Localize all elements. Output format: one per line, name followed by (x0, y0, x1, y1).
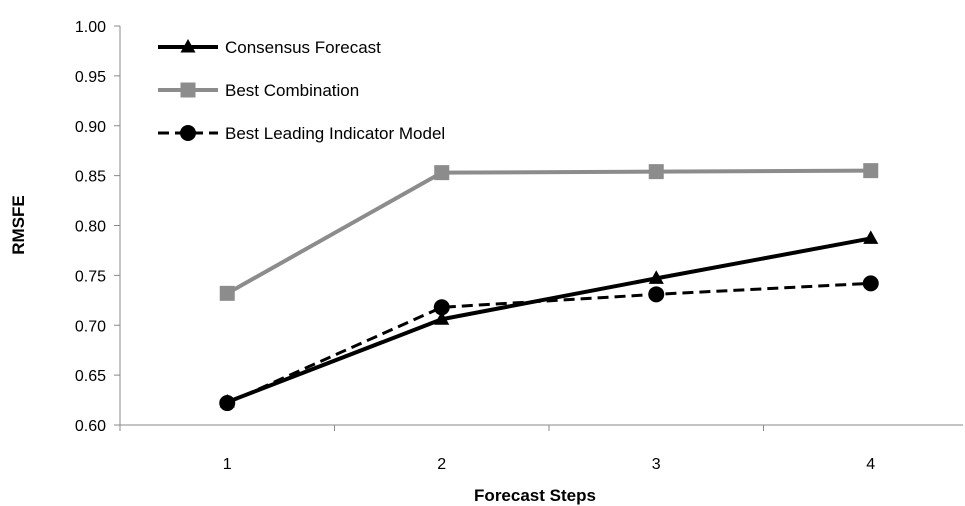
y-tick-label: 0.75 (75, 268, 106, 285)
axes: 0.60 0.65 0.70 0.75 0.80 0.85 0.90 0.95 1.00 1 2 3 4 (75, 19, 963, 473)
y-tick-label: 0.65 (75, 368, 106, 385)
x-tick-label: 3 (652, 456, 661, 473)
series-line (226, 168, 871, 296)
data-point (219, 285, 235, 301)
data-point (648, 164, 664, 180)
y-axis-title: RMSFE (9, 195, 28, 255)
legend-marker (180, 125, 196, 141)
series-best-leading-indicator-model (219, 275, 879, 412)
y-tick-label: 0.80 (75, 219, 106, 236)
data-point (863, 163, 879, 179)
y-tick-label: 0.70 (75, 318, 106, 335)
legend-item: Best Combination (158, 81, 359, 100)
legend-label: Consensus Forecast (225, 38, 381, 57)
y-tick-label: 0.95 (75, 69, 106, 86)
y-tick-label: 0.60 (75, 418, 106, 435)
series-line (226, 236, 872, 404)
legend-label: Best Combination (225, 81, 359, 100)
legend-label: Best Leading Indicator Model (225, 124, 445, 143)
data-point (863, 230, 879, 244)
series-line (226, 281, 871, 405)
x-tick-label: 1 (223, 456, 232, 473)
data-point (648, 286, 665, 303)
data-point (648, 270, 664, 284)
data-point (433, 299, 450, 316)
data-point (434, 311, 450, 325)
series-layer (219, 163, 879, 412)
y-tick-label: 0.85 (75, 169, 106, 186)
x-tick-label: 4 (866, 456, 875, 473)
y-tick-label: 0.90 (75, 119, 106, 136)
data-point (862, 275, 879, 292)
series-best-combination (219, 163, 879, 301)
data-point (219, 395, 236, 412)
legend-item: Best Leading Indicator Model (158, 124, 445, 143)
series-consensus-forecast (219, 230, 879, 408)
legend-item: Consensus Forecast (158, 38, 381, 57)
legend-marker (180, 38, 196, 53)
legend: Consensus Forecast Best Combination Best L… (158, 38, 445, 143)
x-axis-title: Forecast Steps (474, 486, 596, 505)
data-point (434, 165, 450, 181)
y-tick-label: 1.00 (75, 19, 106, 36)
x-tick-label: 2 (437, 456, 446, 473)
legend-marker (180, 82, 196, 98)
